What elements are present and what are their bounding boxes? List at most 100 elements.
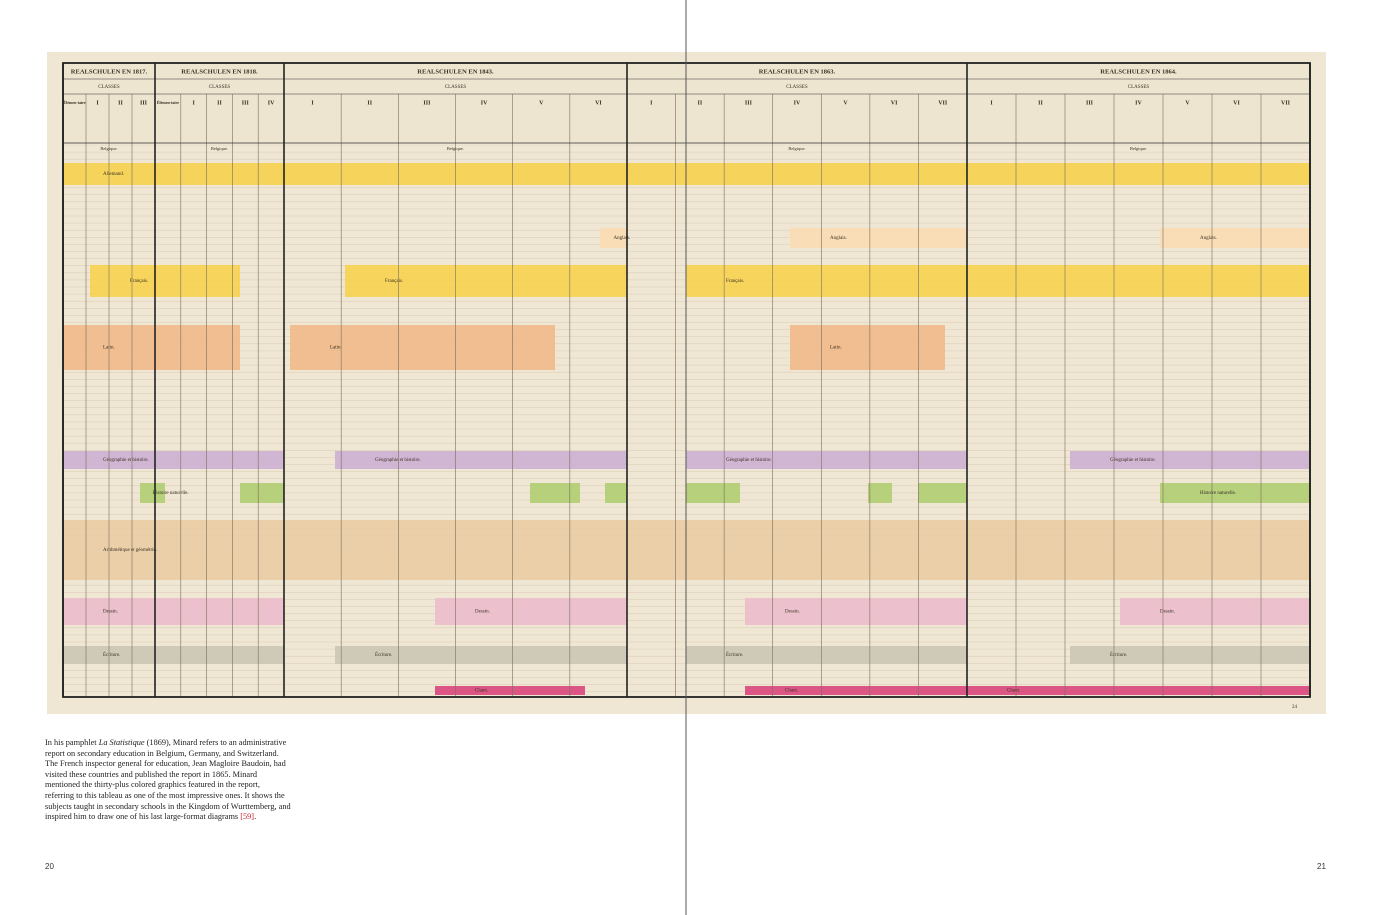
subject-band: [435, 598, 627, 625]
class-label: III: [242, 100, 250, 106]
subject-label: Dessin.: [103, 610, 118, 615]
class-label: III: [745, 100, 753, 106]
subject-label: Géographie et histoire.: [375, 458, 421, 463]
subject-label: Écriture.: [103, 652, 120, 658]
subject-label: Géographie et histoire.: [103, 458, 149, 463]
subject-band: [345, 265, 627, 297]
subject-band: [790, 228, 967, 248]
subject-band: [63, 646, 284, 664]
subject-label: Dessin.: [475, 610, 490, 615]
region-label: Belgique.: [100, 146, 117, 151]
class-label: II: [217, 100, 222, 106]
class-label: II: [118, 100, 123, 106]
class-label: I: [96, 100, 99, 106]
subject-band: [530, 483, 580, 503]
class-label: II: [367, 100, 372, 106]
page-number: 21: [1317, 862, 1326, 871]
class-label: I: [650, 100, 653, 106]
subject-label: Allemand.: [103, 172, 124, 177]
subject-band: [290, 325, 555, 370]
subject-label: Dessin.: [1160, 610, 1175, 615]
classes-label: CLASSES: [1128, 85, 1150, 90]
subject-band: [1160, 483, 1310, 503]
class-label: IV: [1135, 100, 1142, 106]
page-number: 20: [45, 862, 54, 871]
subject-label: Dessin.: [785, 610, 800, 615]
class-label: I: [990, 100, 993, 106]
class-label: III: [140, 100, 148, 106]
subject-band: [686, 451, 967, 469]
caption-ref[interactable]: [59]: [240, 812, 255, 822]
subject-label: Chant.: [475, 689, 488, 694]
class-label: VI: [595, 100, 602, 106]
class-label: VI: [1233, 100, 1240, 106]
subject-band: [868, 483, 892, 503]
class-label: I: [193, 100, 196, 106]
subject-label: Histoire naturelle.: [153, 491, 189, 496]
subject-band: [686, 483, 740, 503]
subject-band: [686, 646, 967, 664]
subject-label: Écriture.: [1110, 652, 1127, 658]
subject-label: Chant.: [785, 689, 798, 694]
subject-band: [745, 598, 967, 625]
subject-band: [600, 228, 627, 248]
plate-number: 24: [1292, 705, 1298, 710]
class-label: V: [843, 100, 848, 106]
subject-label: Latin.: [830, 346, 842, 351]
subject-label: Français.: [726, 279, 744, 284]
subject-label: Latin.: [330, 346, 342, 351]
classes-label: CLASSES: [98, 85, 120, 90]
class-label: I: [311, 100, 314, 106]
subject-label: Géographie et histoire.: [726, 458, 772, 463]
subject-band: [335, 646, 627, 664]
classes-label: CLASSES: [786, 85, 808, 90]
classes-label: CLASSES: [209, 85, 231, 90]
class-label: V: [539, 100, 544, 106]
class-label: IV: [268, 100, 275, 106]
subject-label: Anglais.: [614, 236, 631, 241]
caption-text: .: [254, 812, 257, 822]
region-label: Belgique.: [211, 146, 228, 151]
section-title: REALSCHULEN EN 1818.: [181, 68, 258, 75]
class-label: III: [423, 100, 431, 106]
subject-band: [240, 483, 284, 503]
class-label: II: [1038, 100, 1043, 106]
subject-label: Anglais.: [1200, 236, 1217, 241]
section-title: REALSCHULEN EN 1864.: [1100, 68, 1177, 75]
subject-band: [918, 483, 967, 503]
caption-text: (1869), Minard refers to an administrati…: [45, 738, 291, 822]
class-label: IV: [481, 100, 488, 106]
subject-label: Français.: [385, 279, 403, 284]
subject-label: Histoire naturelle.: [1200, 491, 1236, 496]
subject-band: [1070, 646, 1310, 664]
subject-band: [1120, 598, 1310, 625]
subject-band: [63, 598, 284, 625]
region-label: Belgique.: [1130, 146, 1147, 151]
subject-label: Écriture.: [375, 652, 392, 658]
class-label: V: [1185, 100, 1190, 106]
subject-band: [435, 686, 585, 695]
caption-text: In his pamphlet: [45, 738, 99, 747]
class-label: Élémen-taire: [157, 100, 179, 105]
class-label: II: [698, 100, 703, 106]
class-label: IV: [794, 100, 801, 106]
subject-band: [90, 265, 240, 297]
class-label: VII: [938, 100, 948, 106]
subject-label: Arithmétique et géométrie.: [103, 548, 157, 553]
subject-band: [605, 483, 627, 503]
section-title: REALSCHULEN EN 1863.: [759, 68, 836, 75]
subject-band: [140, 483, 165, 503]
class-label: VI: [891, 100, 898, 106]
class-label: VII: [1281, 100, 1291, 106]
subject-band: [63, 451, 284, 469]
section-title: REALSCHULEN EN 1843.: [417, 68, 494, 75]
subject-band: [790, 325, 945, 370]
subject-band: [335, 451, 627, 469]
caption: In his pamphlet La Statistique (1869), M…: [45, 738, 291, 823]
subject-band: [745, 686, 967, 695]
subject-band: [63, 325, 240, 370]
subject-band: [686, 265, 1310, 297]
subject-band: [1160, 228, 1310, 248]
